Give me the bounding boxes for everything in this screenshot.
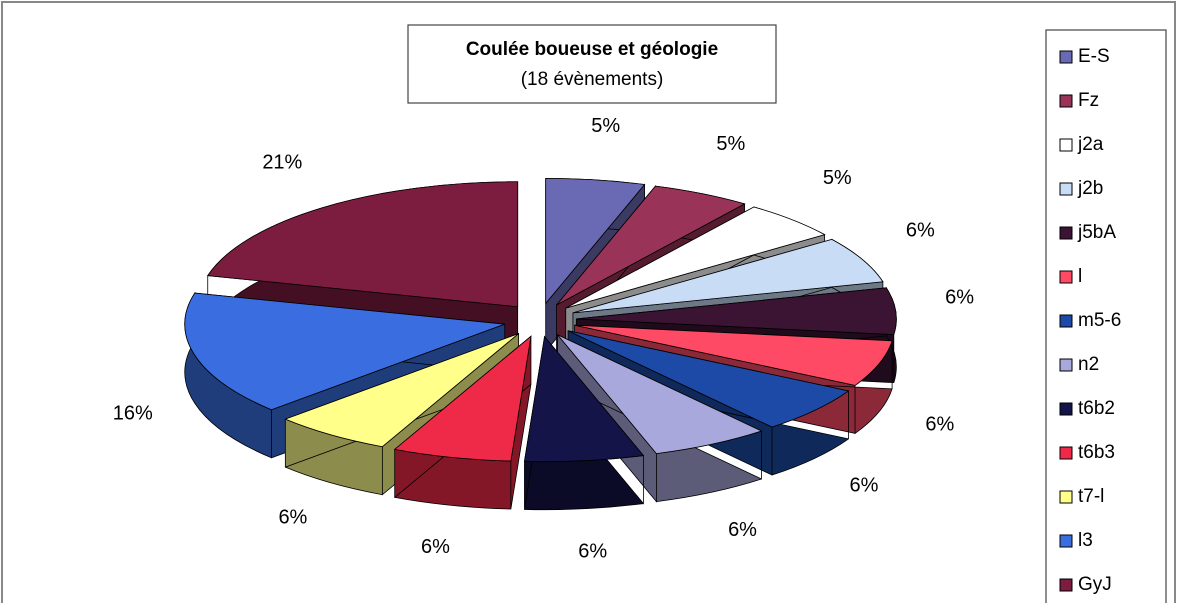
legend-swatch bbox=[1059, 226, 1073, 240]
slice bbox=[393, 335, 532, 462]
legend-swatch bbox=[1059, 270, 1073, 284]
slice bbox=[576, 287, 897, 336]
data-label: 21% bbox=[262, 152, 302, 174]
legend-label: m5-6 bbox=[1078, 310, 1121, 331]
legend-swatch bbox=[1059, 314, 1073, 328]
legend-swatch bbox=[1059, 50, 1073, 64]
legend-label: t7-l bbox=[1078, 486, 1104, 507]
data-label: 5% bbox=[823, 167, 852, 189]
data-label: 16% bbox=[113, 402, 153, 424]
legend-label: j2b bbox=[1077, 178, 1103, 199]
data-label: 6% bbox=[925, 414, 954, 436]
data-label: 6% bbox=[278, 506, 307, 528]
slice bbox=[545, 178, 646, 305]
legend-label: j2a bbox=[1077, 134, 1104, 155]
legend-label: l bbox=[1078, 266, 1082, 287]
slice bbox=[207, 181, 519, 308]
data-label: 5% bbox=[591, 115, 620, 137]
legend-swatch bbox=[1059, 358, 1073, 372]
slice bbox=[572, 238, 884, 314]
data-label: 5% bbox=[716, 133, 745, 155]
data-label: 6% bbox=[728, 519, 757, 541]
slice bbox=[556, 185, 746, 306]
data-label: 6% bbox=[849, 475, 878, 497]
slice bbox=[524, 335, 645, 463]
chart-subtitle: (18 évènements) bbox=[521, 69, 664, 90]
data-label: 6% bbox=[906, 219, 935, 241]
legend-swatch bbox=[1059, 182, 1073, 196]
slice bbox=[184, 292, 505, 411]
legend-label: E-S bbox=[1078, 46, 1110, 67]
data-label: 6% bbox=[578, 540, 607, 562]
legend-label: l3 bbox=[1078, 530, 1093, 551]
legend-label: Fz bbox=[1078, 90, 1099, 111]
legend-label: t6b3 bbox=[1078, 442, 1115, 463]
chart-title: Coulée boueuse et géologie bbox=[466, 39, 718, 60]
legend-swatch bbox=[1059, 534, 1073, 548]
legend-label: n2 bbox=[1078, 354, 1099, 375]
pie bbox=[184, 178, 897, 511]
legend-label: GyJ bbox=[1078, 574, 1112, 595]
slice bbox=[565, 206, 826, 309]
legend-swatch bbox=[1059, 138, 1073, 152]
legend-swatch bbox=[1059, 402, 1073, 416]
data-label: 6% bbox=[945, 287, 974, 309]
legend-swatch bbox=[1059, 490, 1073, 504]
slice bbox=[284, 333, 519, 448]
slice bbox=[567, 330, 850, 428]
legend-swatch bbox=[1059, 578, 1073, 592]
data-label: 6% bbox=[421, 536, 450, 558]
legend-label: t6b2 bbox=[1078, 398, 1115, 419]
slice bbox=[557, 334, 763, 455]
legend-swatch bbox=[1059, 446, 1073, 460]
slice bbox=[574, 324, 893, 386]
title-box bbox=[407, 24, 777, 104]
legend-label: j5bA bbox=[1077, 222, 1116, 243]
legend-swatch bbox=[1059, 94, 1073, 108]
